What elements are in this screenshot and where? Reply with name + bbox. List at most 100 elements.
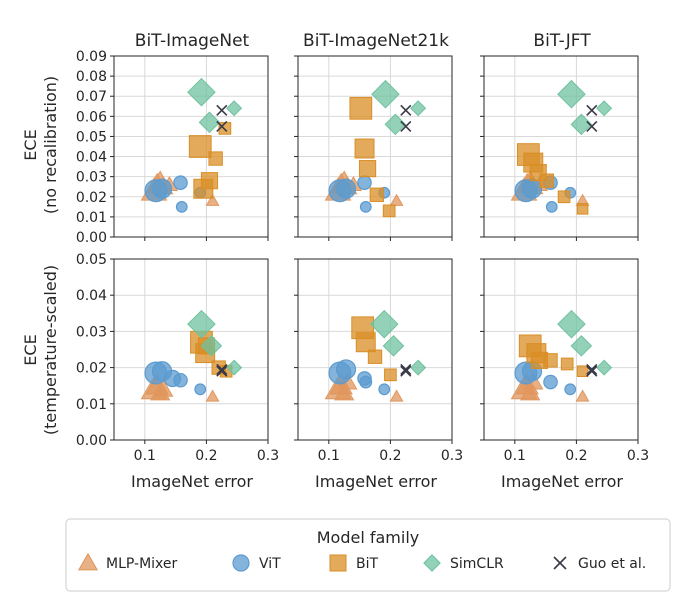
panel-title-bit-jft: BiT-JFT [533, 31, 591, 51]
point-vit [173, 372, 188, 388]
point-vit [378, 383, 391, 396]
y-tick-label: 0.05 [76, 129, 107, 145]
point-simclr [198, 111, 221, 134]
point-vit [564, 383, 577, 396]
plot-frame [483, 55, 639, 238]
series-simclr [371, 79, 427, 136]
point-simclr [187, 77, 216, 107]
legend-title: Model family [317, 528, 420, 547]
y-tick-label: 0.01 [76, 397, 107, 413]
y-tick-label: 0.00 [76, 433, 107, 449]
point-simclr [570, 335, 593, 357]
point-mlp-mixer [575, 389, 590, 402]
y-tick-label: 0.05 [76, 252, 107, 268]
series-guo-et-al [586, 104, 598, 132]
panel-bit-imagenet-row2: 0.00 0.01 0.02 0.03 0.04 0.05 0.1 0.2 0.3 [76, 252, 279, 464]
series-simclr [187, 309, 243, 376]
series-vit [328, 359, 391, 396]
point-bit [200, 172, 219, 190]
point-guo-et-al [586, 104, 598, 116]
series-simclr [557, 79, 613, 136]
point-bit [188, 135, 212, 158]
panels: 0.00 0.01 0.02 0.03 0.04 0.05 0.06 0.07 0.08 0.09… [76, 49, 649, 464]
point-simclr [596, 359, 613, 376]
point-guo-et-al [586, 363, 598, 375]
series-guo-et-al [400, 104, 412, 132]
point-simclr [557, 79, 586, 109]
point-simclr [570, 113, 593, 136]
x-tick-label: 0.2 [565, 448, 587, 464]
xlabel-panel-2: ImageNet error [315, 472, 437, 491]
xlabel-panel-3: ImageNet error [501, 472, 623, 491]
y-tick-label: 0.02 [76, 190, 107, 206]
legend-marker-bit [329, 554, 347, 572]
plot-area [484, 56, 638, 237]
x-tick-label: 0.1 [134, 448, 156, 464]
legend-marker-mlp-mixer [77, 552, 99, 571]
plot-area [298, 56, 452, 237]
point-mlp-mixer [153, 379, 174, 397]
point-vit [359, 200, 372, 213]
point-bit [367, 349, 383, 364]
point-bit [354, 138, 375, 159]
legend-label-bit: BiT [356, 556, 378, 572]
y-tick-label: 0.09 [76, 49, 107, 65]
series-bit [516, 143, 589, 215]
point-guo-et-al [586, 120, 598, 132]
series-guo-et-al [216, 363, 228, 377]
x-tick-label: 0.2 [379, 448, 401, 464]
series-vit [144, 361, 207, 396]
point-guo-et-al [400, 363, 412, 375]
point-vit [335, 359, 357, 380]
point-guo-et-al [586, 365, 598, 377]
series-simclr [369, 309, 427, 376]
point-bit [543, 353, 558, 368]
point-simclr [557, 309, 586, 339]
point-mlp-mixer [389, 389, 404, 402]
point-guo-et-al [400, 120, 412, 132]
legend-marker-vit [232, 554, 250, 572]
plot-frame [113, 55, 269, 238]
legend-marker-simclr [423, 554, 441, 572]
panel-title-bit-imagenet: BiT-ImageNet [135, 31, 250, 51]
point-simclr [200, 335, 223, 357]
point-mlp-mixer [205, 193, 220, 206]
point-bit [355, 332, 376, 353]
row-label-bottom-line2: (temperature-scaled) [41, 265, 60, 435]
point-guo-et-al [400, 365, 412, 377]
panel-bit-imagenet21k-row2: 0.1 0.2 0.3 [294, 258, 463, 464]
point-bit [576, 365, 589, 378]
panel-bit-imagenet21k-row1 [294, 55, 453, 241]
point-simclr [384, 113, 407, 136]
series-mlp-mixer [140, 373, 220, 402]
point-bit [560, 357, 574, 371]
point-guo-et-al [216, 363, 228, 375]
xlabel-panel-1: ImageNet error [131, 472, 253, 491]
y-tick-label: 0.02 [76, 361, 107, 377]
point-mlp-mixer [389, 193, 404, 206]
point-simclr [226, 359, 243, 376]
row-label-top-line1: ECE [21, 129, 40, 160]
row-label-bottom-line1: ECE [21, 334, 40, 365]
point-bit [384, 368, 397, 382]
point-mlp-mixer [334, 382, 355, 401]
x-tick-label: 0.3 [257, 448, 279, 464]
legend-label-guo: Guo et al. [578, 556, 646, 572]
series-simclr [557, 309, 613, 376]
panel-bit-jft-row1 [480, 55, 639, 241]
point-vit [151, 178, 173, 199]
point-vit [173, 175, 188, 190]
series-guo-et-al [400, 363, 412, 377]
y-tick-label: 0.07 [76, 89, 107, 105]
point-bit [539, 173, 555, 188]
point-bit [349, 96, 373, 120]
y-tick-label: 0.03 [76, 170, 107, 186]
point-simclr [596, 100, 613, 117]
series-vit [514, 361, 577, 396]
point-guo-et-al [216, 120, 228, 132]
point-vit [545, 200, 558, 213]
point-simclr [382, 335, 405, 357]
point-simclr [369, 309, 399, 339]
point-bit [369, 187, 385, 202]
